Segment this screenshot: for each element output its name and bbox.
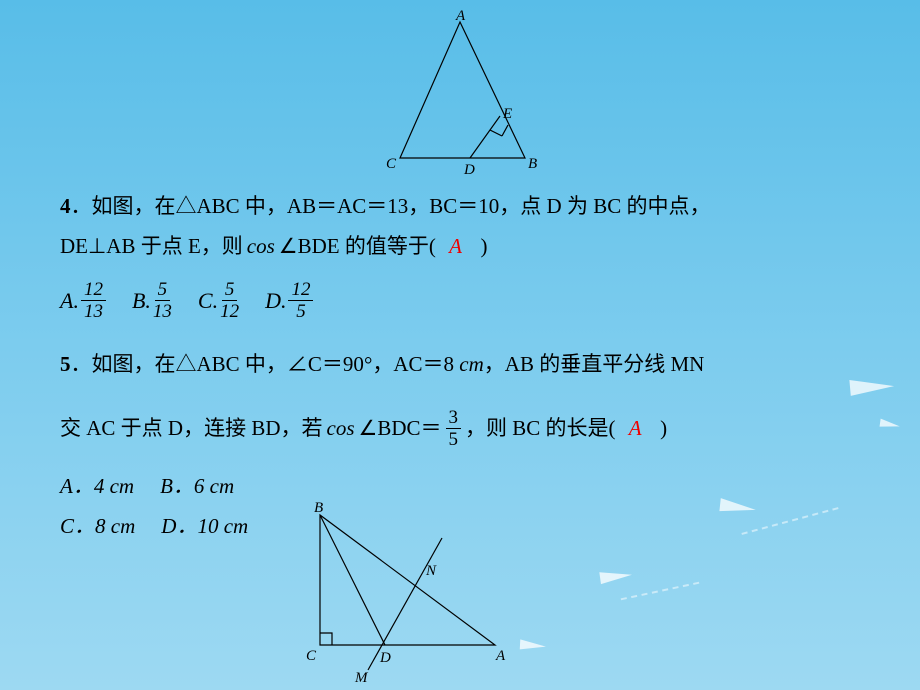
opt4C-num: 5 [222, 280, 238, 301]
opt5D-val: 10 cm [197, 514, 248, 538]
opt4A-num: 12 [81, 280, 106, 301]
option-4C: C. 512 [198, 280, 239, 321]
problem5-text2c: ，则 BC 的长是( [465, 412, 616, 446]
label-B2: B [314, 500, 323, 516]
problem4-options: A. 1213 B. 513 C. 512 D. 125 [60, 280, 313, 321]
cm-unit: cm [459, 352, 484, 376]
problem5-answer: A [629, 412, 642, 446]
problem4-text2b: ∠BDE 的值等于( [279, 230, 436, 264]
opt5C-letter: C [60, 514, 74, 538]
option-4B: B. 513 [132, 280, 172, 321]
problem5-text1c: ，AB 的垂直平分线 MN [484, 352, 705, 376]
problem5-text1a: ．如图，在△ABC 中，∠C＝90 [71, 352, 364, 376]
label-C: C [386, 156, 397, 172]
problem5-text2a: 交 AC 于点 D，连接 BD，若 [60, 412, 323, 446]
opt5D-letter: D [161, 514, 176, 538]
opt4B-den: 13 [153, 301, 172, 321]
option-4C-letter: C. [198, 288, 218, 314]
cos-label2: cos [327, 412, 355, 446]
label-D: D [463, 162, 475, 178]
opt5B-sep: ． [173, 474, 194, 498]
opt5C-sep: ． [74, 514, 95, 538]
problem5-line2: 交 AC 于点 D，连接 BD，若 cos ∠BDC＝ 35 ，则 BC 的长是… [60, 408, 880, 449]
paper-plane-icon [719, 498, 756, 515]
opt4D-den: 5 [296, 301, 306, 321]
p5-frac-num: 3 [446, 408, 462, 429]
opt5C-val: 8 cm [95, 514, 135, 538]
opt4B-num: 5 [155, 280, 171, 301]
paper-plane-icon [849, 376, 894, 396]
problem5-line1: 5．如图，在△ABC 中，∠C＝90°，AC＝8 cm，AB 的垂直平分线 MN [60, 348, 880, 382]
option-5B: B．6 cm [160, 470, 234, 500]
problem5-text1b: ，AC＝8 [372, 352, 459, 376]
option-4D-letter: D. [265, 288, 286, 314]
problem4-line2: DE⊥AB 于点 E，则 cos ∠BDE 的值等于( A ) [60, 230, 880, 264]
label-C2: C [306, 648, 317, 664]
problem4-answer: A [449, 230, 462, 264]
label-M: M [354, 670, 369, 686]
problem4-text2a: DE⊥AB 于点 E，则 [60, 230, 243, 264]
problem4-line1: 4．如图，在△ABC 中，AB＝AC＝13，BC＝10，点 D 为 BC 的中点… [60, 190, 880, 224]
option-5C: C．8 cm [60, 510, 135, 540]
opt5A-val: 4 cm [94, 474, 134, 498]
figure-problem4: A B C D E [380, 8, 540, 183]
problem5-options-row2: C．8 cm D．10 cm [60, 510, 248, 540]
opt5A-sep: ． [73, 474, 94, 498]
opt5B-letter: B [160, 474, 173, 498]
problem5-number: 5 [60, 352, 71, 376]
problem4-text1: ．如图，在△ABC 中，AB＝AC＝13，BC＝10，点 D 为 BC 的中点， [71, 194, 711, 218]
option-4A-letter: A. [60, 288, 79, 314]
option-4A: A. 1213 [60, 280, 106, 321]
opt4A-den: 13 [84, 301, 103, 321]
problem5-text2b: ∠BDC＝ [359, 412, 442, 446]
label-B: B [528, 156, 537, 172]
opt5B-val: 6 cm [194, 474, 234, 498]
p5-frac-den: 5 [449, 429, 459, 449]
problem5-text2d: ) [660, 412, 667, 446]
paper-plane-icon [880, 419, 901, 430]
figure-problem5: B C A D N M [300, 500, 510, 690]
option-5D: D．10 cm [161, 510, 248, 540]
opt4D-num: 12 [288, 280, 313, 301]
opt4C-den: 12 [220, 301, 239, 321]
opt5A-letter: A [60, 474, 73, 498]
label-N: N [425, 563, 437, 579]
plane-trail [741, 507, 838, 535]
cos-label: cos [247, 230, 275, 264]
option-4D: D. 125 [265, 280, 313, 321]
problem4-text2c: ) [480, 230, 487, 264]
label-A: A [455, 8, 466, 24]
paper-plane-icon [520, 639, 546, 650]
problem4-number: 4 [60, 194, 71, 218]
problem5-options-row1: A．4 cm B．6 cm [60, 470, 234, 500]
slide: A B C D E 4．如图，在△ABC 中，AB＝AC＝13，BC＝10，点 … [0, 0, 920, 690]
opt5D-sep: ． [176, 514, 197, 538]
option-4B-letter: B. [132, 288, 151, 314]
plane-trail [621, 582, 700, 601]
paper-plane-icon [599, 568, 632, 584]
label-E: E [502, 106, 512, 122]
label-A2: A [495, 648, 506, 664]
label-D2: D [379, 650, 391, 666]
option-5A: A．4 cm [60, 470, 134, 500]
